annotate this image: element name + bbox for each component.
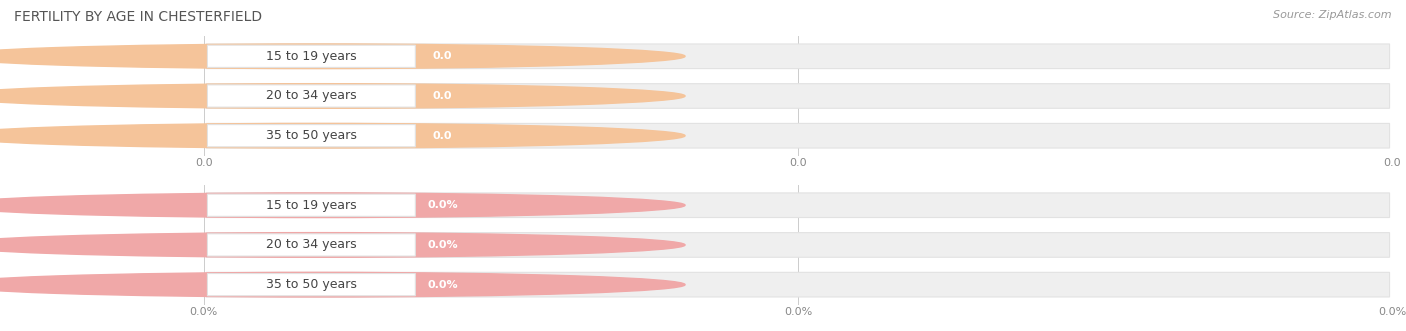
FancyBboxPatch shape	[208, 45, 415, 68]
FancyBboxPatch shape	[208, 234, 415, 256]
FancyBboxPatch shape	[420, 234, 465, 256]
FancyBboxPatch shape	[207, 123, 1389, 148]
Text: FERTILITY BY AGE IN CHESTERFIELD: FERTILITY BY AGE IN CHESTERFIELD	[14, 10, 262, 24]
Circle shape	[0, 123, 685, 148]
Text: 0.0%: 0.0%	[427, 200, 458, 210]
Circle shape	[0, 193, 685, 217]
FancyBboxPatch shape	[420, 124, 465, 147]
FancyBboxPatch shape	[420, 273, 465, 296]
FancyBboxPatch shape	[207, 44, 1389, 69]
Text: 0.0: 0.0	[433, 91, 453, 101]
FancyBboxPatch shape	[207, 193, 1389, 217]
FancyBboxPatch shape	[420, 45, 465, 68]
Circle shape	[0, 272, 685, 297]
FancyBboxPatch shape	[207, 84, 1389, 108]
Text: 15 to 19 years: 15 to 19 years	[266, 199, 357, 212]
Text: 0.0%: 0.0%	[427, 240, 458, 250]
Text: 35 to 50 years: 35 to 50 years	[266, 129, 357, 142]
Circle shape	[0, 44, 685, 69]
FancyBboxPatch shape	[207, 272, 1389, 297]
FancyBboxPatch shape	[208, 85, 415, 107]
Text: 0.0%: 0.0%	[427, 280, 458, 290]
FancyBboxPatch shape	[420, 85, 465, 107]
Text: Source: ZipAtlas.com: Source: ZipAtlas.com	[1274, 10, 1392, 20]
Text: 0.0: 0.0	[433, 51, 453, 61]
FancyBboxPatch shape	[208, 124, 415, 147]
Text: 0.0: 0.0	[433, 131, 453, 141]
FancyBboxPatch shape	[208, 273, 415, 296]
FancyBboxPatch shape	[208, 194, 415, 216]
Text: 15 to 19 years: 15 to 19 years	[266, 50, 357, 63]
Text: 20 to 34 years: 20 to 34 years	[266, 89, 357, 103]
Text: 35 to 50 years: 35 to 50 years	[266, 278, 357, 291]
FancyBboxPatch shape	[207, 233, 1389, 257]
Circle shape	[0, 233, 685, 257]
Circle shape	[0, 84, 685, 108]
FancyBboxPatch shape	[420, 194, 465, 216]
Text: 20 to 34 years: 20 to 34 years	[266, 238, 357, 252]
